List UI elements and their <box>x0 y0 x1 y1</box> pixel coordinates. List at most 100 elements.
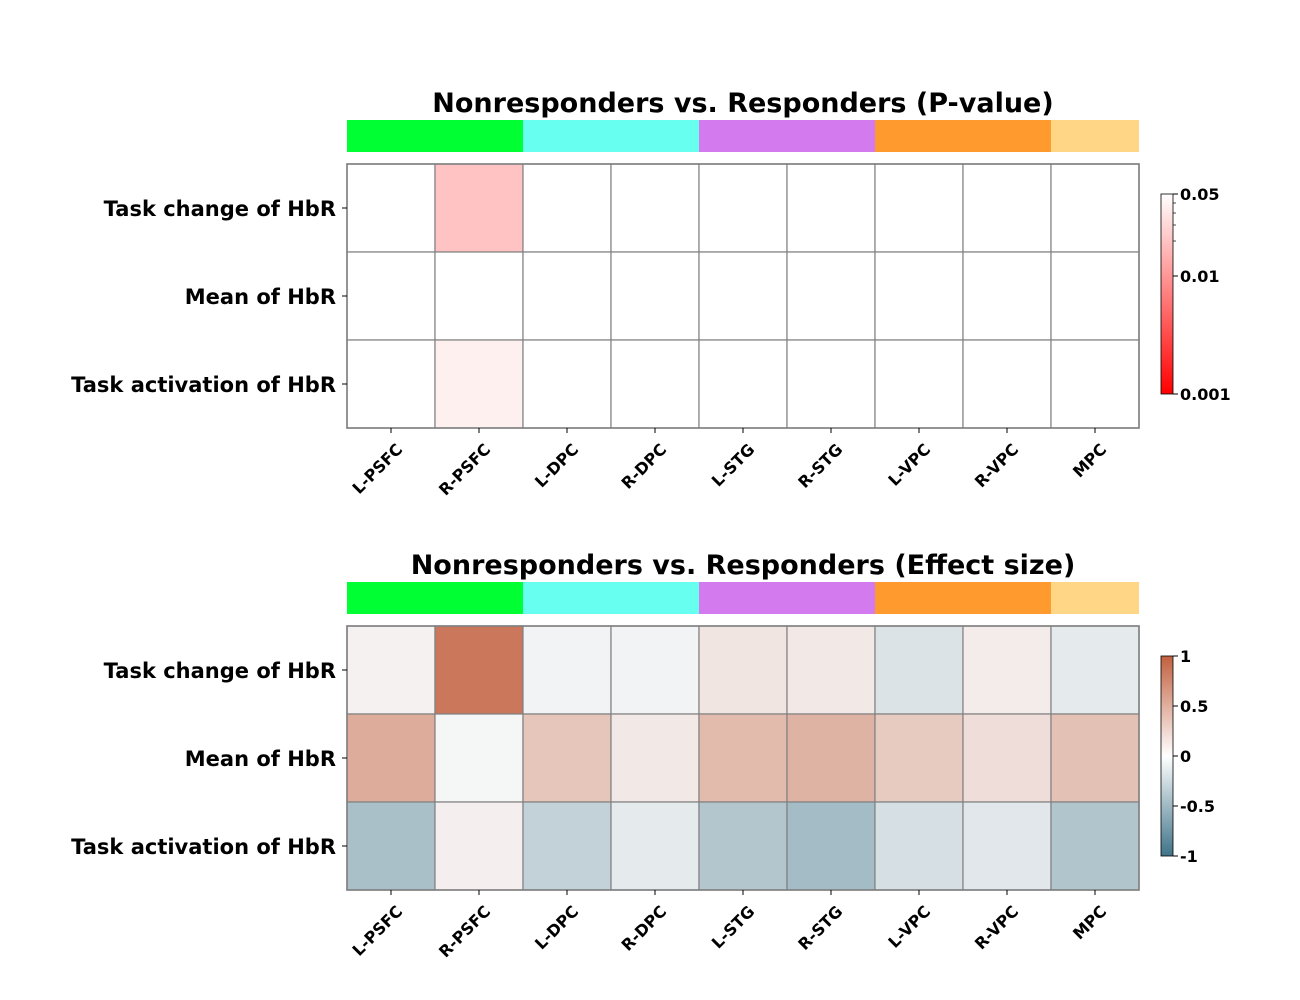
group-bar-segment <box>699 120 875 152</box>
column-label: R-STG <box>794 902 846 954</box>
group-bar-segment <box>347 582 523 614</box>
effect-size-panel: Nonresponders vs. Responders (Effect siz… <box>71 550 1215 961</box>
group-bar-segment <box>875 582 1051 614</box>
row-label: Task activation of HbR <box>71 835 336 859</box>
heatmap-cell <box>434 713 524 803</box>
group-bar-segment <box>1051 120 1139 152</box>
heatmap-cell <box>434 251 524 341</box>
pvalue-column-labels: L-PSFC R-PSFC L-DPC R-DPC L-STG R-STG L-VPC R-V… <box>348 428 1110 499</box>
heatmap-cell <box>1050 801 1140 891</box>
column-label: R-DPC <box>617 902 670 955</box>
group-bar-segment <box>523 582 699 614</box>
effect-size-group-bar <box>347 582 1139 614</box>
heatmap-cell <box>1050 713 1140 803</box>
pvalue-title: Nonresponders vs. Responders (P-value) <box>432 88 1053 119</box>
colorbar-tick-label: 1 <box>1180 647 1191 666</box>
heatmap-cell <box>434 625 524 715</box>
column-label: R-PSFC <box>435 440 494 499</box>
heatmap-cell <box>874 713 964 803</box>
heatmap-cell <box>1050 251 1140 341</box>
effect-size-colorbar: 1 0.5 0 -0.5 -1 <box>1160 647 1215 866</box>
column-label: L-VPC <box>884 440 934 490</box>
colorbar-tick-label: 0.05 <box>1180 185 1219 204</box>
heatmap-cell <box>610 801 700 891</box>
heatmap-cell <box>346 163 436 253</box>
heatmap-cell <box>610 625 700 715</box>
colorbar-tick-label: 0.5 <box>1180 697 1208 716</box>
heatmap-cell <box>786 339 876 429</box>
heatmap-cell <box>434 163 524 253</box>
heatmap-cell <box>346 713 436 803</box>
heatmap-cell <box>698 713 788 803</box>
colorbar-tick-label: 0.01 <box>1180 267 1219 286</box>
column-label: R-STG <box>794 440 846 492</box>
effect-size-cells <box>342 625 1140 891</box>
colorbar-gradient <box>1160 193 1174 395</box>
heatmap-cell <box>346 801 436 891</box>
heatmap-cell <box>434 339 524 429</box>
heatmap-cell <box>698 801 788 891</box>
heatmap-cell <box>874 163 964 253</box>
heatmap-cell <box>962 163 1052 253</box>
heatmap-cell <box>610 163 700 253</box>
heatmap-cell <box>522 801 612 891</box>
column-label: R-DPC <box>617 440 670 493</box>
row-label: Mean of HbR <box>185 285 336 309</box>
heatmap-cell <box>346 625 436 715</box>
heatmap-cell <box>522 339 612 429</box>
column-label: L-VPC <box>884 902 934 952</box>
heatmap-cell <box>962 625 1052 715</box>
pvalue-colorbar: 0.05 0.01 0.001 <box>1160 185 1231 404</box>
heatmap-cell <box>962 801 1052 891</box>
pvalue-row-labels: Task change of HbR Mean of HbR Task acti… <box>71 197 336 397</box>
heatmap-cell <box>346 339 436 429</box>
column-label: R-VPC <box>971 440 1022 491</box>
column-label: MPC <box>1069 440 1110 481</box>
group-bar-segment <box>1051 582 1139 614</box>
heatmap-cell <box>698 251 788 341</box>
heatmap-cell <box>786 163 876 253</box>
column-label: L-STG <box>708 440 758 490</box>
heatmap-cell <box>786 251 876 341</box>
group-bar-segment <box>699 582 875 614</box>
heatmap-cell <box>1050 163 1140 253</box>
colorbar-tick-label: -1 <box>1180 847 1198 866</box>
heatmap-cell <box>962 713 1052 803</box>
heatmap-cell <box>698 163 788 253</box>
effect-size-column-labels: L-PSFC R-PSFC L-DPC R-DPC L-STG R-STG L-VPC R-V… <box>348 890 1110 961</box>
group-bar-segment <box>875 120 1051 152</box>
column-label: L-DPC <box>531 902 582 953</box>
heatmap-cell <box>698 625 788 715</box>
heatmap-cell <box>874 251 964 341</box>
heatmap-cell <box>786 625 876 715</box>
colorbar-gradient <box>1160 655 1174 857</box>
colorbar-tick-label: -0.5 <box>1180 797 1215 816</box>
effect-size-title: Nonresponders vs. Responders (Effect siz… <box>411 550 1076 581</box>
row-label: Task activation of HbR <box>71 373 336 397</box>
heatmap-cell <box>434 801 524 891</box>
heatmap-cell <box>786 713 876 803</box>
pvalue-group-bar <box>347 120 1139 152</box>
heatmap-cell <box>522 713 612 803</box>
column-label: R-PSFC <box>435 902 494 961</box>
column-label: L-DPC <box>531 440 582 491</box>
column-label: L-PSFC <box>348 440 406 498</box>
column-label: R-VPC <box>971 902 1022 953</box>
heatmap-cell <box>698 339 788 429</box>
row-label: Mean of HbR <box>185 747 336 771</box>
heatmap-cell <box>610 339 700 429</box>
row-label: Task change of HbR <box>104 659 336 683</box>
pvalue-cells <box>342 163 1140 429</box>
heatmap-cell <box>1050 339 1140 429</box>
heatmap-cell <box>522 163 612 253</box>
heatmap-cell <box>874 339 964 429</box>
column-label: MPC <box>1069 902 1110 943</box>
heatmap-cell <box>610 251 700 341</box>
column-label: L-PSFC <box>348 902 406 960</box>
heatmap-cell <box>1050 625 1140 715</box>
row-label: Task change of HbR <box>104 197 336 221</box>
colorbar-tick-label: 0.001 <box>1180 385 1231 404</box>
heatmap-cell <box>962 339 1052 429</box>
colorbar-tick-label: 0 <box>1180 747 1191 766</box>
